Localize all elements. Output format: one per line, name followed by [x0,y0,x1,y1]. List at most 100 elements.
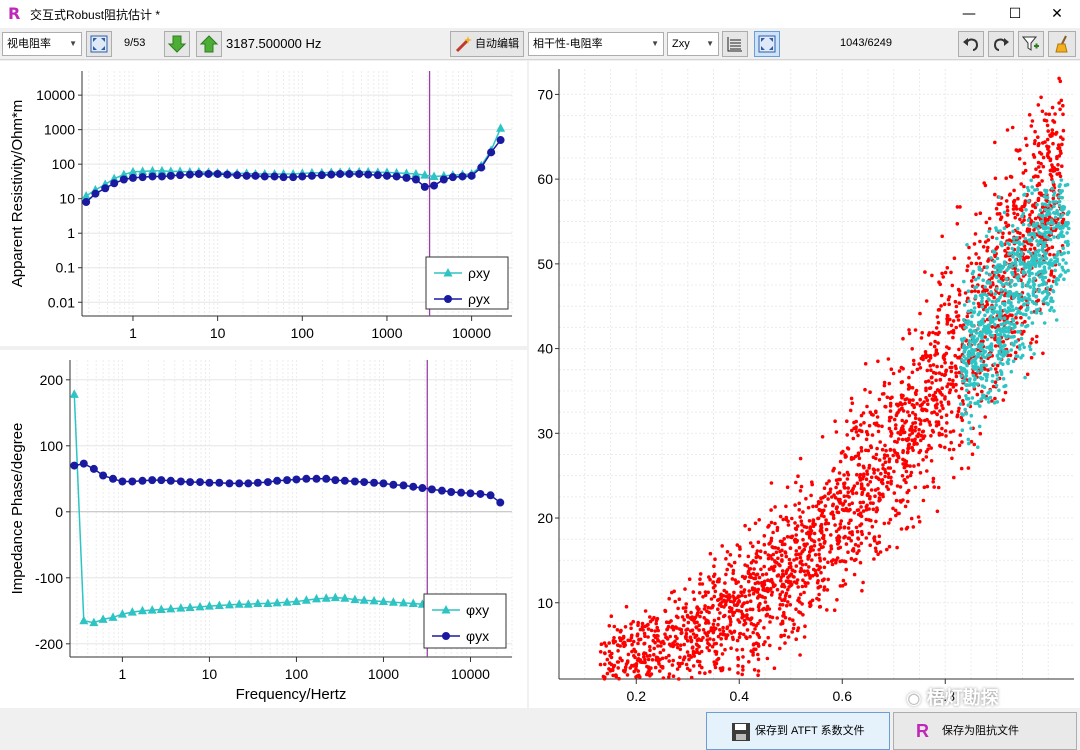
fit-scatter-button[interactable] [754,31,780,57]
scatter-point-red [993,140,997,145]
redo-button[interactable] [988,31,1014,57]
scatter-point-red [698,582,702,586]
scatter-point-red [673,639,677,644]
scatter-point-red [945,317,949,321]
scatter-point-red [1005,205,1010,209]
next-down-button[interactable] [164,31,190,57]
scatter-point-cyan [1018,311,1023,315]
scatter-point-red [930,411,934,415]
undo-button[interactable] [958,31,984,57]
scatter-point-red [855,472,859,477]
scatter-point-red [914,388,919,393]
data-point-triangle [176,603,186,612]
scatter-point-cyan [988,395,993,400]
scatter-point-cyan [1061,246,1065,250]
data-point-circle [307,171,316,180]
scatter-point-red [944,351,949,356]
scatter-point-red [642,655,646,659]
save-atft-button[interactable]: 保存到 ATFT 系数文件 [706,712,890,750]
scatter-point-red [790,534,795,539]
scatter-point-red [762,582,766,586]
scatter-point-red [794,549,799,553]
scatter-point-red [937,307,942,312]
scatter-point-red [708,669,712,674]
scatter-point-red [756,673,760,677]
fit-view-button[interactable] [86,31,112,57]
scatter-point-red [621,634,626,639]
scatter-point-red [603,662,607,667]
scatter-point-red [790,630,794,634]
scatter-point-red [938,409,942,413]
scatter-point-red [747,567,752,571]
scatter-point-red [712,564,716,568]
scatter-point-cyan [1041,299,1045,304]
scatter-point-red [817,592,821,597]
scatter-point-cyan [1021,222,1026,227]
previous-up-button[interactable] [196,31,222,57]
component-select[interactable]: Zxy ▼ [667,32,719,56]
scatter-point-red [782,613,786,617]
scatter-point-cyan [1029,178,1033,183]
scatter-point-red [731,613,735,617]
scatter-point-red [776,546,780,551]
x-tick-label: 100 [285,666,309,682]
data-point-circle [289,173,298,182]
scatter-point-red [1024,136,1028,141]
scatter-point-red [645,672,649,677]
y-axis-label: Apparent Resistivity/Ohm*m [9,100,26,288]
data-point-circle [176,171,185,180]
scatter-point-red [659,644,663,648]
scatter-point-red [920,402,924,407]
resistivity-plot-panel: 10000 1000 100 10 1 0.1 0.01 1 10 100 1000 10000 App… [0,61,527,346]
scatter-point-red [1060,142,1064,147]
auto-edit-button[interactable]: 自动编辑 [450,31,524,57]
scatter-point-cyan [1001,377,1006,381]
list-view-button[interactable] [722,31,748,57]
minimize-button[interactable]: — [962,6,976,22]
scatter-point-red [1025,143,1029,148]
clear-button[interactable] [1048,31,1076,57]
scatter-point-red [935,351,940,356]
scatter-point-cyan [1056,250,1060,254]
scatter-point-red [824,518,828,522]
scatter-point-red [803,580,807,585]
filter-button[interactable] [1018,31,1044,57]
scatter-point-red [963,291,968,295]
data-point-circle [166,171,175,180]
scatter-point-red [798,456,803,461]
scatter-point-red [725,567,729,572]
save-impedance-button[interactable]: R 保存为阻抗文件 [893,712,1077,750]
scatter-point-red [609,655,614,660]
scatter-point-red [835,598,839,602]
scatter-point-red [656,639,660,643]
scatter-point-red [799,519,804,523]
coherence-select[interactable]: 相干性-电阻率 ▼ [528,32,664,56]
scatter-point-red [725,550,730,554]
scatter-point-cyan [983,313,987,318]
y-tick-label: 10 [59,191,75,207]
scatter-point-red [847,502,852,507]
scatter-point-red [752,576,756,581]
scatter-point-red [1004,176,1008,180]
scatter-point-red [926,402,930,407]
close-button[interactable]: ✕ [1051,6,1063,22]
scatter-point-red [775,587,780,592]
scatter-point-red [969,289,974,294]
scatter-point-red [602,641,607,645]
data-point-circle [298,172,307,181]
view-mode-select[interactable]: 视电阻率 ▼ [2,32,82,56]
scatter-point-red [680,615,685,619]
scatter-point-cyan [989,367,993,371]
x-tick-label: 1 [129,325,137,341]
y-tick-label: 40 [537,341,553,357]
scatter-point-red [723,647,727,652]
scatter-point-red [763,588,768,593]
scatter-point-red [617,636,622,640]
scatter-point-red [796,585,800,589]
scatter-point-red [665,637,670,641]
scatter-point-red [901,430,906,435]
maximize-button[interactable]: ☐ [1008,6,1022,22]
